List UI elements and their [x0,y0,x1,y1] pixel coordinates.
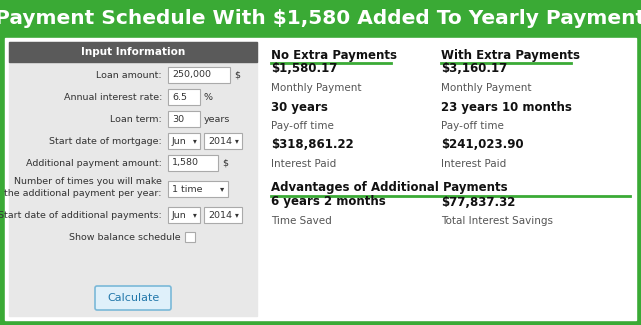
Text: No Extra Payments: No Extra Payments [271,48,397,61]
Text: 1,580: 1,580 [172,159,199,167]
Text: 6.5: 6.5 [172,93,187,101]
Text: Total Interest Savings: Total Interest Savings [441,216,553,226]
Text: Number of times you will make: Number of times you will make [14,177,162,187]
Bar [0,0,641,38]
Bar [168,181,228,197]
Bar [9,42,257,316]
Text: Interest Paid: Interest Paid [441,159,506,169]
Text: Show balance schedule: Show balance schedule [69,232,181,241]
FancyBboxPatch shape [95,286,171,310]
Text: ▾: ▾ [193,211,197,219]
Text: the additional payment per year:: the additional payment per year: [4,189,162,199]
Text: $318,861.22: $318,861.22 [271,138,354,151]
Text: Additional payment amount:: Additional payment amount: [26,159,162,167]
Bar [5,38,636,320]
Text: Advantages of Additional Payments: Advantages of Additional Payments [271,180,508,193]
Text: 30: 30 [172,114,184,124]
Text: Start date of mortgage:: Start date of mortgage: [49,136,162,146]
Text: With Extra Payments: With Extra Payments [441,48,580,61]
Text: $: $ [234,71,240,80]
Text: 6 years 2 months: 6 years 2 months [271,196,386,209]
Text: Annual interest rate:: Annual interest rate: [63,93,162,101]
Text: ▾: ▾ [235,136,239,146]
Text: $1,580.17: $1,580.17 [271,62,337,75]
Text: Time Saved: Time Saved [271,216,332,226]
Text: $77,837.32: $77,837.32 [441,196,515,209]
Bar [204,207,242,223]
Text: $3,160.17: $3,160.17 [441,62,507,75]
Text: 23 years 10 months: 23 years 10 months [441,100,572,113]
Bar [168,207,200,223]
Text: Loan amount:: Loan amount: [96,71,162,80]
Text: Jun: Jun [172,136,187,146]
Text: years: years [204,114,230,124]
Bar [168,67,230,83]
Bar [168,89,200,105]
Bar [204,133,242,149]
Text: Calculate: Calculate [107,293,159,303]
Bar [168,133,200,149]
Bar [168,111,200,127]
Text: Start date of additional payments:: Start date of additional payments: [0,211,162,219]
Text: %: % [204,93,213,101]
Text: ▾: ▾ [235,211,239,219]
Text: Loan term:: Loan term: [110,114,162,124]
Text: Input Information: Input Information [81,47,185,57]
Bar [185,232,195,242]
Text: $241,023.90: $241,023.90 [441,138,524,151]
Text: ▾: ▾ [193,136,197,146]
Text: Pay-off time: Pay-off time [441,121,504,131]
Text: Monthly Payment: Monthly Payment [271,83,362,93]
Text: Interest Paid: Interest Paid [271,159,337,169]
Bar [168,155,218,171]
Text: 1 time: 1 time [172,185,203,193]
Text: 2014: 2014 [208,136,232,146]
Text: 250,000: 250,000 [172,71,211,80]
Text: 2014: 2014 [208,211,232,219]
Text: ▾: ▾ [220,185,224,193]
Bar [9,42,257,62]
Text: Pay-off time: Pay-off time [271,121,334,131]
Text: Payment Schedule With $1,580 Added To Yearly Payment: Payment Schedule With $1,580 Added To Ye… [0,9,641,29]
Text: $: $ [222,159,228,167]
Text: Jun: Jun [172,211,187,219]
Text: 30 years: 30 years [271,100,328,113]
Text: Monthly Payment: Monthly Payment [441,83,531,93]
